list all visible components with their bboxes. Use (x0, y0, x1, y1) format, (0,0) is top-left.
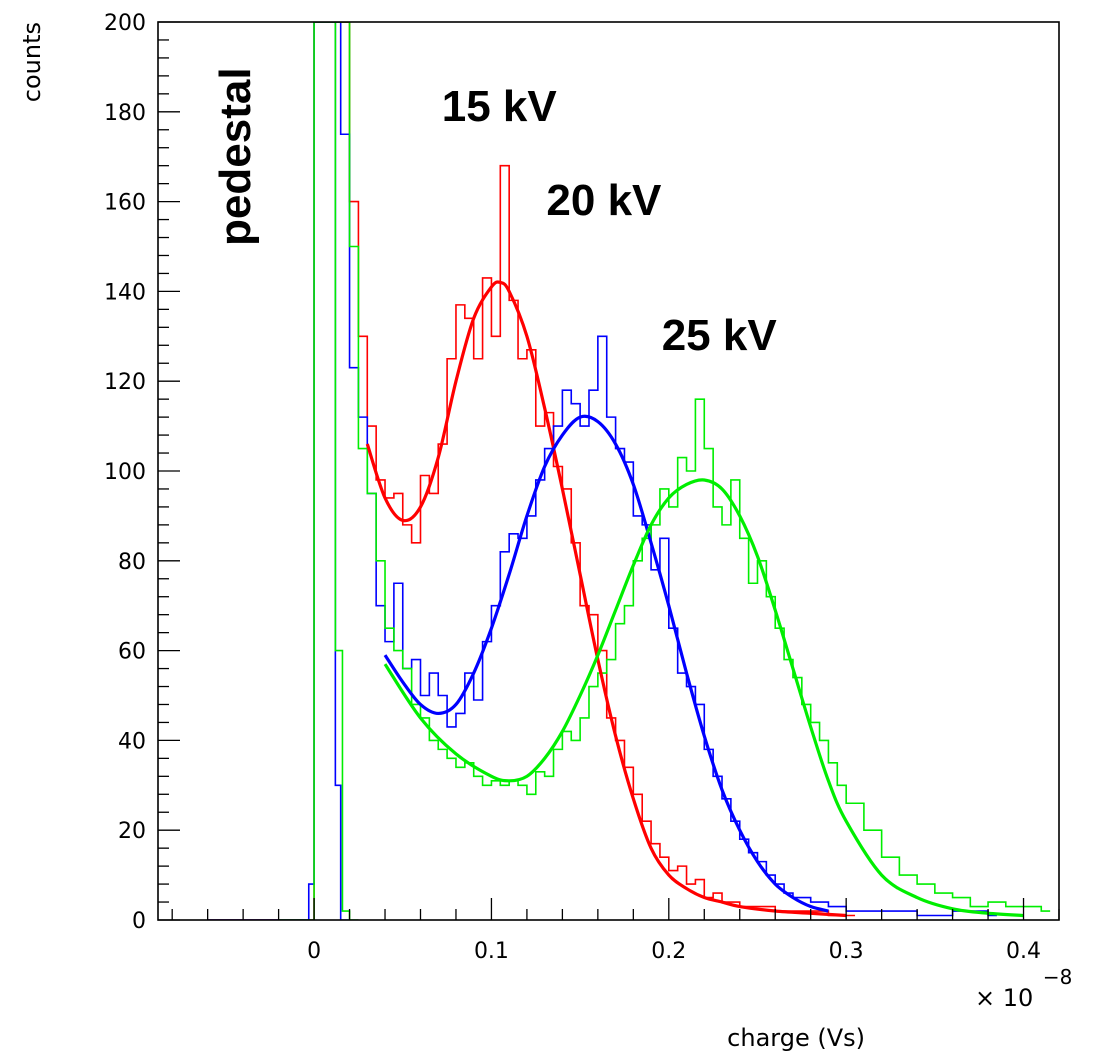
y-tick-label: 80 (118, 550, 146, 575)
y-tick-label: 200 (104, 11, 146, 36)
annotation-0: pedestal (211, 67, 260, 246)
x-tick-label: 0.2 (651, 939, 686, 964)
annotation-1: 15 kV (442, 82, 558, 131)
y-tick-label: 140 (104, 280, 146, 305)
histogram-series-0 (340, 22, 856, 917)
y-tick-label: 100 (104, 460, 146, 485)
y-tick-label: 120 (104, 370, 146, 395)
x-tick-label: 0.3 (829, 939, 864, 964)
x-multiplier-exponent: −8 (1043, 965, 1072, 989)
annotation-2: 20 kV (546, 176, 662, 225)
fit-curve-layer (365, 280, 1024, 918)
y-tick-label: 160 (104, 191, 146, 216)
axis-layer: 0 20 40 60 80 100 120 140 160 180 200 0 0.1 0.2 0.3 0.4 (104, 11, 1060, 964)
fit-curve-series-0 (365, 280, 847, 918)
y-tick-label: 60 (118, 640, 146, 665)
y-axis-title: counts (18, 22, 46, 102)
annotation-3: 25 kV (662, 311, 778, 360)
x-multiplier: × 10 −8 (975, 965, 1072, 1012)
y-tick-label: 40 (118, 729, 146, 754)
histogram-series-2 (331, 22, 1051, 912)
y-tick-label: 0 (132, 909, 146, 934)
x-tick-label: 0.1 (474, 939, 509, 964)
fit-curve-series-2 (383, 478, 1024, 918)
x-multiplier-base: × 10 (975, 984, 1033, 1012)
x-tick-label: 0 (307, 939, 321, 964)
y-tick-label: 180 (104, 101, 146, 126)
annotation-layer: pedestal 15 kV 20 kV 25 kV (211, 67, 777, 359)
x-tick-label: 0.4 (1006, 939, 1041, 964)
fit-curve-series-1 (383, 414, 829, 913)
pedestal-spike-1 (207, 22, 350, 920)
y-tick-label: 20 (118, 819, 146, 844)
x-axis-title: charge (Vs) (727, 1024, 865, 1051)
